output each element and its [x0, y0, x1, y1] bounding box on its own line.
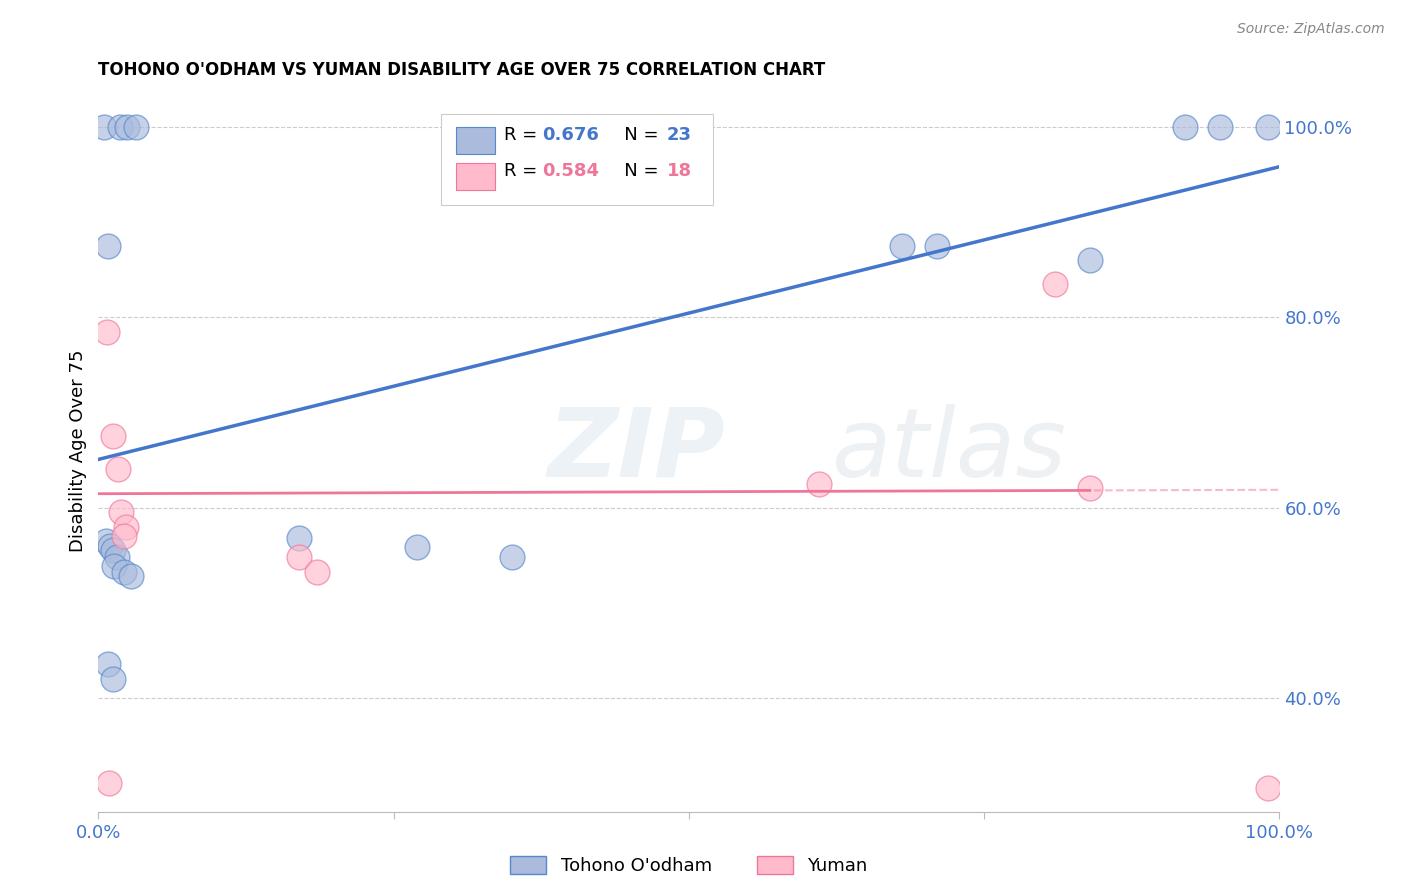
Point: [93, 120, 115, 135]
Point: [98, 776, 121, 790]
Point: [108, 120, 131, 135]
Point: [101, 672, 124, 686]
Point: [125, 120, 148, 135]
Point: [1043, 277, 1066, 291]
Text: N =: N =: [607, 161, 665, 180]
Text: N =: N =: [607, 126, 665, 144]
Point: [101, 543, 124, 558]
Point: [101, 429, 124, 443]
Legend: Tohono O'odham, Yuman: Tohono O'odham, Yuman: [503, 848, 875, 882]
Point: [110, 505, 132, 519]
Text: atlas: atlas: [831, 404, 1066, 497]
FancyBboxPatch shape: [457, 127, 495, 154]
Point: [1080, 482, 1102, 496]
Text: TOHONO O'ODHAM VS YUMAN DISABILITY AGE OVER 75 CORRELATION CHART: TOHONO O'ODHAM VS YUMAN DISABILITY AGE O…: [98, 62, 825, 79]
Text: R =: R =: [503, 126, 543, 144]
Point: [305, 565, 328, 579]
Point: [112, 529, 135, 543]
Point: [121, 569, 143, 583]
Point: [1209, 120, 1232, 135]
Point: [807, 476, 830, 491]
Point: [97, 239, 120, 253]
Point: [288, 549, 311, 564]
Text: R =: R =: [503, 161, 543, 180]
Point: [406, 541, 429, 555]
FancyBboxPatch shape: [457, 163, 495, 190]
Text: 0.676: 0.676: [543, 126, 599, 144]
Text: Source: ZipAtlas.com: Source: ZipAtlas.com: [1237, 22, 1385, 37]
Point: [105, 549, 128, 564]
Text: 23: 23: [666, 126, 692, 144]
Point: [501, 549, 523, 564]
Point: [571, 120, 593, 135]
Point: [115, 120, 138, 135]
Text: ZIP: ZIP: [547, 404, 725, 497]
Point: [925, 239, 948, 253]
Point: [890, 239, 912, 253]
Y-axis label: Disability Age Over 75: Disability Age Over 75: [69, 349, 87, 552]
Point: [1174, 120, 1197, 135]
Point: [1257, 780, 1279, 795]
Point: [107, 462, 129, 476]
Text: 0.584: 0.584: [543, 161, 599, 180]
Point: [94, 533, 117, 548]
Point: [1080, 253, 1102, 268]
Point: [288, 531, 311, 545]
FancyBboxPatch shape: [441, 114, 713, 205]
Point: [96, 325, 118, 339]
Point: [114, 519, 136, 533]
Point: [1257, 120, 1279, 135]
Point: [98, 539, 121, 553]
Point: [103, 559, 125, 574]
Point: [112, 565, 135, 579]
Point: [97, 657, 120, 672]
Text: 18: 18: [666, 161, 692, 180]
